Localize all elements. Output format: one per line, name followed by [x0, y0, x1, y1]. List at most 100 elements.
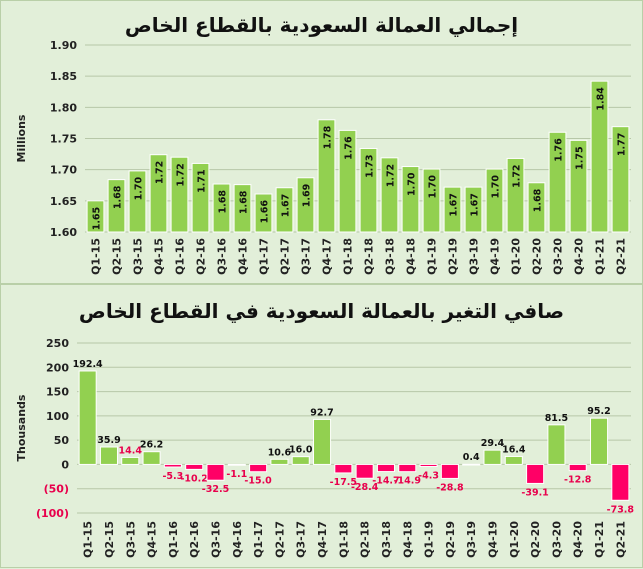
x-tick-label: Q4-15: [153, 238, 166, 275]
bar-Q2-15: [99, 446, 118, 465]
bar-Q3-15: [121, 456, 140, 465]
data-label: 29.4: [481, 438, 505, 449]
x-tick-label: Q1-21: [593, 521, 606, 558]
y-tick-label: 1.60: [50, 226, 77, 239]
data-label: -14.9: [394, 476, 421, 487]
x-tick-label: Q2-18: [359, 521, 372, 558]
data-label: 1.68: [239, 190, 250, 214]
bar-Q4-15: [149, 154, 168, 233]
x-tick-label: Q2-19: [447, 238, 460, 275]
data-label: 1.71: [197, 169, 208, 192]
bar-Q2-17: [270, 458, 289, 465]
bar-Q4-15: [142, 451, 161, 465]
x-tick-label: Q4-20: [573, 238, 586, 275]
data-label: -39.1: [521, 487, 548, 498]
bar-Q1-17: [254, 193, 273, 233]
bar-Q4-18: [398, 463, 417, 473]
data-label: 1.67: [470, 193, 481, 216]
bar-Q2-19: [440, 463, 459, 479]
data-label: -4.3: [418, 471, 439, 482]
data-label: 1.72: [386, 164, 397, 187]
data-label: 1.66: [260, 200, 271, 224]
bar-Q3-19: [462, 463, 481, 466]
bar-Q4-16: [227, 463, 246, 466]
bar-Q3-17: [291, 456, 310, 465]
data-label: 95.2: [587, 406, 610, 417]
bar-Q2-20: [527, 182, 546, 233]
x-tick-label: Q3-18: [380, 521, 393, 558]
bar-Q3-20: [548, 131, 567, 233]
x-tick-label: Q1-18: [342, 238, 355, 275]
bar-Q1-21: [590, 417, 609, 465]
bar-Q2-17: [275, 187, 294, 233]
x-tick-label: Q3-18: [384, 238, 397, 275]
x-tick-label: Q3-15: [132, 238, 145, 275]
chart-title: إجمالي العمالة السعودية بالقطاع الخاص: [124, 13, 519, 37]
bar-Q1-19: [422, 168, 441, 233]
x-tick-label: Q2-19: [444, 521, 457, 558]
x-tick-label: Q1-16: [167, 521, 180, 558]
x-tick-label: Q1-16: [174, 238, 187, 275]
x-tick-label: Q2-15: [111, 238, 124, 275]
total-employment-plot: 1.60 1.65 1.70 1.75 1.80 1.85 1.90 Millions 1.65…: [15, 39, 631, 275]
bar-Q4-17: [313, 418, 332, 465]
bar-Q1-20: [506, 157, 525, 233]
y-tick-label: 250: [46, 337, 69, 350]
x-tick-label: Q1-15: [82, 521, 95, 558]
data-label: 10.6: [268, 447, 292, 458]
x-tick-label: Q3-17: [295, 521, 308, 558]
bar-Q2-15: [107, 179, 126, 233]
data-label: 1.67: [281, 194, 292, 217]
data-label: 35.9: [97, 435, 120, 446]
bar-Q1-15: [86, 200, 105, 233]
y-tick-label: 0: [61, 458, 69, 471]
data-label: 81.5: [545, 413, 568, 424]
data-label: -12.8: [564, 475, 592, 486]
data-label: 192.4: [73, 359, 103, 370]
bar-Q3-20: [547, 424, 566, 465]
x-tick-label: Q3-20: [552, 238, 565, 275]
x-tick-label: Q4-15: [146, 521, 159, 558]
data-label: -28.4: [351, 482, 379, 493]
x-tick-label: Q4-17: [316, 521, 329, 558]
y-tick-label: 1.90: [50, 39, 77, 52]
x-tick-label: Q4-19: [489, 238, 502, 275]
x-tick-label: Q2-16: [195, 238, 208, 275]
x-tick-label: Q1-20: [510, 238, 523, 275]
data-label: -73.8: [607, 504, 635, 515]
x-tick-label: Q2-17: [273, 521, 286, 558]
y-axis-label: Millions: [15, 114, 28, 162]
x-tick-label: Q4-16: [237, 238, 250, 275]
data-label: 1.84: [596, 87, 607, 111]
data-label: 1.68: [113, 185, 124, 209]
y-axis-label: Thousands: [15, 394, 28, 461]
bar-Q2-16: [185, 463, 204, 470]
bar-Q1-19: [419, 463, 438, 468]
data-label: 1.77: [617, 133, 628, 156]
data-label: 92.7: [310, 407, 333, 418]
x-tick-label: Q2-21: [614, 521, 627, 558]
bar-Q1-16: [170, 156, 189, 233]
x-tick-label: Q2-16: [188, 521, 201, 558]
x-tick-label: Q2-21: [615, 238, 628, 275]
bar-Q4-20: [568, 463, 587, 472]
bar-Q3-15: [128, 170, 147, 233]
data-label: -1.1: [226, 469, 247, 480]
bar-Q3-19: [464, 186, 483, 233]
chart-title: صافي التغير بالعمالة السعودية في القطاع …: [78, 299, 565, 323]
bar-Q4-20: [569, 139, 588, 233]
x-tick-label: Q3-19: [468, 238, 481, 275]
data-label: -32.5: [202, 484, 229, 495]
y-tick-label: 100: [46, 410, 69, 423]
x-tick-label: Q4-19: [487, 521, 500, 558]
data-label: 1.70: [134, 177, 145, 201]
bar-Q3-16: [212, 183, 231, 233]
y-tick-label: 200: [46, 361, 69, 374]
y-tick-label: (50): [44, 483, 69, 496]
x-tick-label: Q2-15: [103, 521, 116, 558]
bar-Q1-15: [78, 370, 97, 465]
x-tick-label: Q3-17: [300, 238, 313, 275]
bar-Q2-21: [611, 126, 630, 233]
data-label: 1.65: [92, 207, 103, 230]
bar-Q1-16: [163, 463, 182, 468]
